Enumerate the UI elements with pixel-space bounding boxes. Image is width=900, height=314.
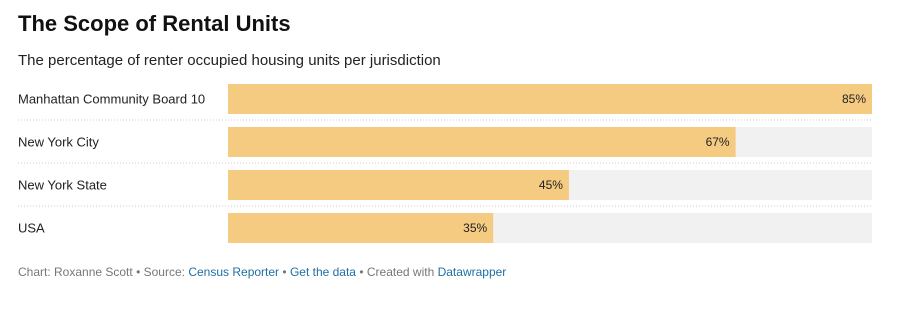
category-label: USA (18, 220, 45, 235)
category-label: New York City (18, 134, 99, 149)
value-label: 67% (706, 135, 730, 149)
get-data-link[interactable]: Get the data (289, 265, 356, 279)
separator: • (359, 265, 364, 279)
category-label: Manhattan Community Board 10 (18, 91, 205, 106)
separator: • (282, 265, 287, 279)
bar (228, 127, 736, 157)
value-label: 35% (463, 221, 487, 235)
value-label: 85% (842, 92, 866, 106)
value-label: 45% (539, 178, 563, 192)
source-link[interactable]: Census Reporter (188, 265, 280, 279)
bar (228, 213, 494, 243)
tool-link[interactable]: Datawrapper (437, 265, 507, 279)
source-label: Source: (143, 265, 185, 279)
separator: • (136, 265, 141, 279)
footer: Chart: Roxanne Scott • Source: Census Re… (18, 265, 506, 279)
byline: Chart: Roxanne Scott (18, 265, 133, 279)
chart: The Scope of Rental Units The percentage… (18, 11, 872, 243)
category-label: New York State (18, 177, 107, 192)
chart-subtitle: The percentage of renter occupied housin… (18, 52, 441, 69)
created-with: Created with (366, 265, 435, 279)
bar (228, 84, 872, 114)
bar (228, 170, 569, 200)
chart-title: The Scope of Rental Units (18, 11, 291, 36)
